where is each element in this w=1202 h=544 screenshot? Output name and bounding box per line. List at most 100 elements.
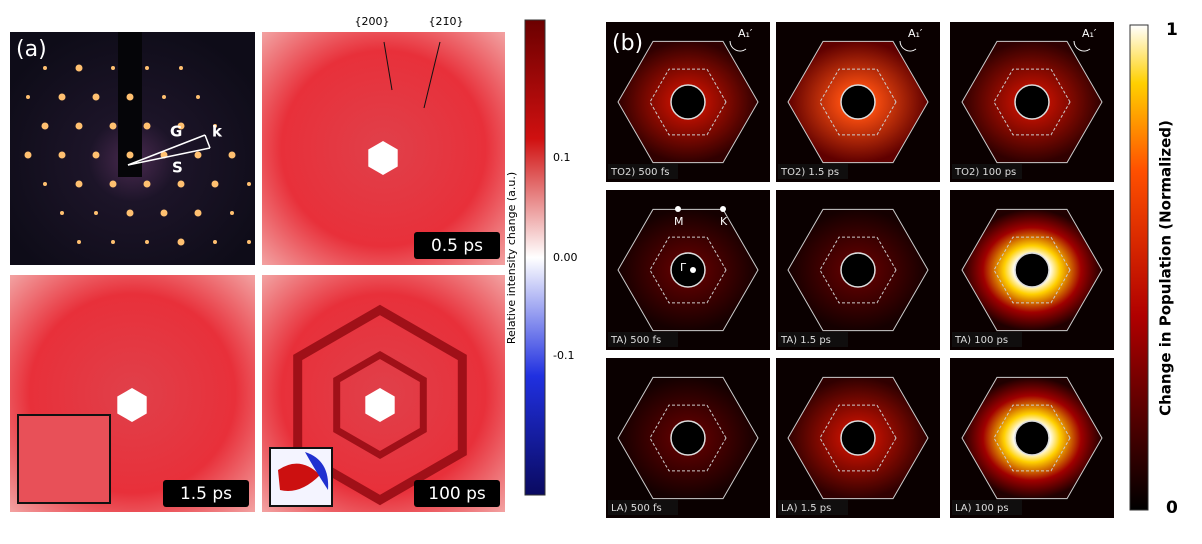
bragg-peak [145,240,149,244]
bragg-peak [24,151,32,159]
bragg-peak [143,122,151,130]
timestamp: 100 ps [428,484,486,504]
annotation: {21̄0} [429,15,464,28]
bragg-peak [143,180,151,188]
center-hole [368,141,398,175]
brillouin-zone [617,40,759,164]
corner-label: A₁′ [1082,27,1097,40]
map-label: LA) 1.5 ps [781,503,831,514]
vector-label: k [212,123,223,141]
brillouin-zone [617,376,759,500]
panel-label: (b) [612,31,643,56]
point-label: K [720,215,728,228]
bragg-peak [109,180,117,188]
colorbar-label: Change in Population (Normalized) [1157,120,1175,416]
corner-arc [729,40,747,52]
bragg-peak [77,240,81,244]
center-circle [840,84,876,120]
inner-zone [819,68,897,136]
center-circle [670,420,706,456]
center-circle [1014,252,1050,288]
annotation: {200} [355,15,390,28]
corner-label: A₁′ [738,27,753,40]
center-circle [1014,84,1050,120]
corner-label: A₁′ [908,27,923,40]
bragg-peaks [24,64,251,246]
map-label-box [608,500,678,515]
bragg-peak [213,124,217,128]
brillouin-zone [787,40,929,164]
map-label-box [608,332,678,347]
population-maps: TO2) 500 fs A₁′ TO2) 1.5 ps A₁′ TO2) 100 ps A… [606,22,1114,518]
vector-label: G [170,123,182,141]
bragg-peak [92,93,100,101]
map-label: LA) 500 fs [611,503,662,514]
bragg-peak [179,66,183,70]
map-label-box [608,164,678,179]
bragg-peak [177,238,185,246]
timestamp-box [414,232,500,259]
inner-zone [993,404,1071,472]
colorbar-tick: 1 [1166,20,1178,40]
bragg-peak [247,182,251,186]
timestamp: 1.5 ps [180,484,232,504]
pointer [423,41,441,109]
point-label: Γ [680,261,687,274]
bragg-peak [126,151,134,159]
hexagon-band [333,350,427,460]
corner-arc [1073,40,1091,52]
bragg-peak [92,151,100,159]
bragg-peak [43,66,47,70]
inset [17,414,111,504]
timestamp-box [163,480,249,507]
center-hole [117,388,147,422]
map-label-box [778,332,848,347]
center-circle [840,420,876,456]
bragg-peak [58,93,66,101]
colorbar-tick: 0.00 [553,251,578,264]
colorbar-tick: -0.1 [553,349,574,362]
colorbar-tick: 0 [1166,498,1178,518]
inner-zone [649,236,727,304]
bragg-peak [75,64,83,72]
point-marker [720,206,726,212]
bragg-peak [75,122,83,130]
inner-zone [649,68,727,136]
panel-label: (a) [16,37,47,62]
pointer [383,41,393,91]
map-label-box [952,164,1022,179]
bragg-peak [177,122,185,130]
corner-arc [899,40,917,52]
map-label-box [778,164,848,179]
bragg-peak [196,95,200,99]
map-label-box [952,500,1022,515]
hexagon-band [293,304,467,506]
bragg-peak [160,209,168,217]
bragg-peak [145,66,149,70]
inset-feature [305,452,329,490]
inner-zone [819,236,897,304]
inner-zone [649,404,727,472]
bragg-peak [126,93,134,101]
hexagon-patterns [117,141,467,506]
brillouin-zone [961,40,1103,164]
colorbar-tick: 0.1 [553,151,571,164]
bragg-peak [126,209,134,217]
center-circle [840,252,876,288]
brillouin-zone [787,376,929,500]
timestamp: 0.5 ps [431,236,483,256]
bragg-peak [109,122,117,130]
inset-feature [278,463,320,491]
bragg-peak [111,240,115,244]
bragg-peak [41,122,49,130]
colorbar [524,19,546,496]
bragg-peak [58,151,66,159]
bragg-peak [75,180,83,188]
map-label: LA) 100 ps [955,503,1009,514]
bragg-peak [177,180,185,188]
map-label-box [952,332,1022,347]
vector-label: S [172,159,183,177]
point-label: M [674,215,684,228]
map-label: TO2) 500 fs [610,167,669,178]
